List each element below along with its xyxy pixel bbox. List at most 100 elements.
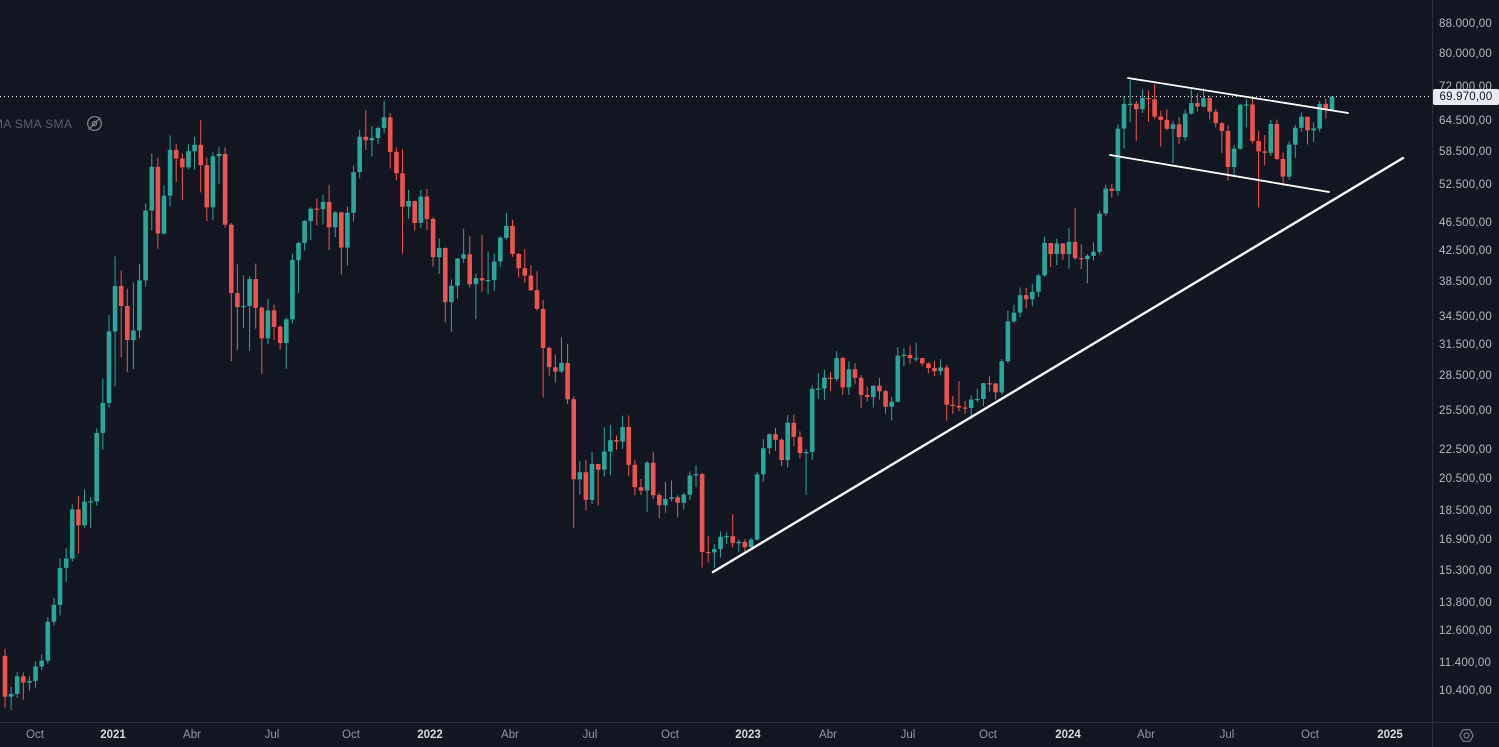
candle-body: [357, 136, 362, 173]
price-axis-label: 52.500,00: [1439, 179, 1492, 192]
indicator-legend-labels[interactable]: MA SMA SMA: [0, 116, 73, 131]
candle-body: [192, 144, 197, 152]
time-axis-year-label: 2021: [100, 729, 126, 741]
candle-body: [595, 464, 601, 470]
candle-body: [1127, 103, 1133, 105]
candle-body: [1109, 188, 1115, 191]
chart-canvas[interactable]: [0, 0, 1432, 722]
price-axis-label: 28.500,00: [1439, 370, 1492, 383]
candle-body: [1066, 241, 1072, 254]
time-axis-month-label: Jul: [1219, 729, 1235, 741]
candle-body: [981, 383, 986, 399]
candle-body: [210, 156, 216, 208]
candle-body: [222, 153, 228, 225]
candle-body: [987, 383, 992, 385]
candle-body: [791, 422, 797, 437]
candle-body: [712, 549, 717, 553]
candle-body: [999, 361, 1004, 393]
candle-body: [1030, 291, 1035, 300]
candle-body: [602, 451, 607, 470]
candle-body: [491, 261, 497, 281]
price-axis-label: 58.500,00: [1439, 145, 1492, 158]
price-axis[interactable]: 69.970,00 88.000,00 80.000,00 72.000,00 64.…: [1432, 0, 1499, 722]
candle-body: [436, 248, 442, 258]
time-axis-year-label: 2022: [417, 729, 443, 741]
candle-body: [1011, 312, 1017, 322]
candle-body: [363, 136, 369, 141]
candle-body: [455, 258, 460, 286]
candle-body: [1042, 243, 1047, 276]
candle-body: [339, 212, 344, 248]
wedge-lower-trendline[interactable]: [1109, 154, 1330, 193]
candle-body: [247, 279, 252, 306]
candle-body: [1134, 103, 1139, 110]
candle-body: [846, 369, 852, 388]
candle-body: [693, 474, 699, 476]
candle-body: [1060, 243, 1066, 254]
candle-body: [1299, 116, 1304, 128]
candle-body: [553, 367, 558, 372]
candle-body: [522, 268, 528, 276]
candle-body: [296, 243, 301, 261]
ascending-support-trendline[interactable]: [711, 156, 1405, 574]
candle-body: [699, 474, 705, 552]
candle-body: [950, 404, 956, 406]
candle-body: [1140, 98, 1145, 110]
candle-body: [345, 212, 350, 248]
time-axis-month-label: Oct: [979, 729, 997, 741]
candle-body: [1286, 144, 1292, 177]
candle-body: [400, 173, 405, 207]
candle-body: [663, 498, 668, 506]
candle-body: [975, 399, 980, 401]
time-axis-month-label: Oct: [661, 729, 679, 741]
candle-body: [241, 306, 246, 308]
candle-body: [216, 153, 222, 157]
candle-body: [620, 427, 625, 442]
wedge-upper-trendline[interactable]: [1127, 77, 1349, 114]
candle-body: [626, 427, 631, 465]
chart-pane[interactable]: MA SMA SMA: [0, 0, 1432, 722]
candle-body: [816, 388, 821, 390]
time-axis-month-label: Jul: [264, 729, 280, 741]
candle-body: [589, 464, 595, 500]
candle-body: [112, 286, 118, 332]
candle-body: [253, 279, 258, 308]
candle-body: [167, 149, 173, 196]
time-axis-month-label: Oct: [342, 729, 360, 741]
candle-body: [681, 494, 687, 503]
candle-body: [1103, 188, 1108, 214]
candle-body: [149, 166, 155, 211]
eye-off-icon[interactable]: [85, 114, 104, 133]
candle-body: [82, 501, 87, 526]
candle-body: [803, 452, 809, 454]
candle-body: [1017, 295, 1023, 313]
candle-body: [94, 432, 99, 502]
candle-body: [381, 117, 387, 128]
candle-body: [614, 440, 619, 442]
price-axis-label: 46.500,00: [1439, 217, 1492, 230]
candle-body: [956, 405, 962, 408]
candle-body: [540, 308, 546, 348]
candle-body: [369, 138, 375, 141]
candle-body: [1231, 148, 1237, 168]
candle-body: [779, 439, 784, 460]
candle-body: [57, 567, 63, 605]
price-axis-label: 22.500,00: [1439, 444, 1492, 457]
candle-body: [467, 254, 472, 285]
candle-body: [443, 248, 448, 303]
candle-body: [1268, 124, 1274, 153]
candle-body: [1072, 241, 1078, 259]
candle-body: [1311, 128, 1316, 131]
gear-icon[interactable]: [1458, 727, 1475, 744]
candle-body: [449, 285, 454, 303]
candle-body: [1085, 255, 1090, 260]
candle-body: [1164, 119, 1170, 129]
candle-body: [1091, 251, 1096, 256]
candle-body: [498, 237, 503, 262]
indicator-legend: MA SMA SMA: [0, 114, 104, 133]
candle-body: [1244, 104, 1249, 106]
time-axis-month-label: Abr: [183, 729, 201, 741]
time-axis[interactable]: Oct 2021 Abr Jul Oct 2022 Abr Jul Oct 2023 Abr Jul O…: [0, 722, 1432, 747]
candle-body: [1256, 141, 1261, 152]
candle-body: [473, 278, 479, 285]
